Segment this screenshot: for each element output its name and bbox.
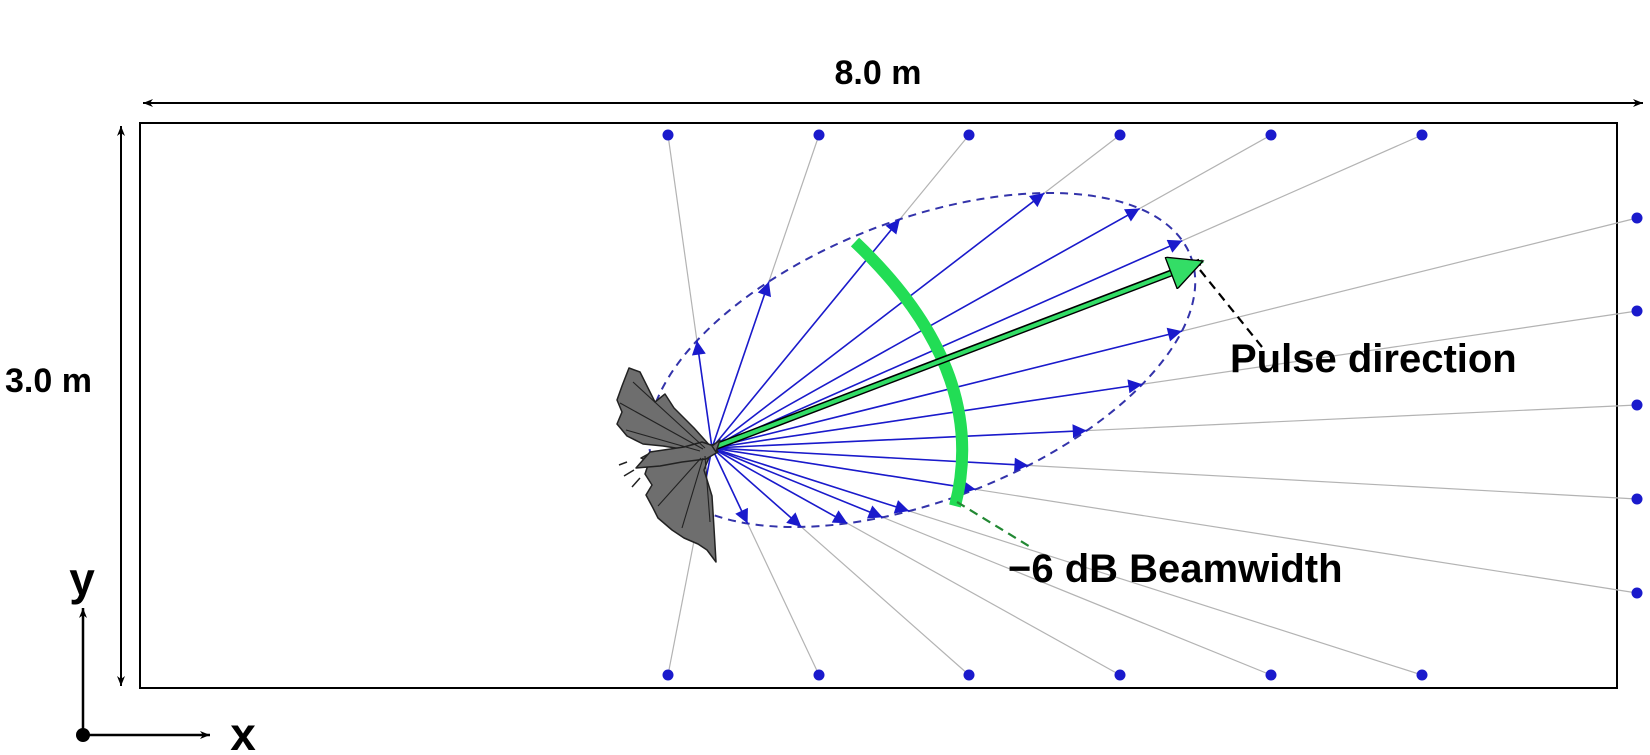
short-ray-group	[691, 192, 1203, 528]
microphone-dot-icon	[1631, 212, 1643, 224]
beam-ray-arrow	[711, 239, 1183, 449]
pulse-direction-label: Pulse direction	[1230, 337, 1517, 381]
bat-ear	[711, 439, 721, 453]
room-outline	[139, 122, 1618, 689]
x-axis-label: x	[230, 708, 256, 750]
long-ray-group	[667, 134, 1638, 676]
microphone-dot-icon	[1416, 669, 1428, 681]
beam-ray-arrow	[711, 447, 802, 528]
beam-ray-arrow	[711, 281, 771, 449]
microphone-dot-icon	[1631, 587, 1643, 599]
coordinate-axes: y x	[69, 553, 256, 755]
microphone-dot-icon	[662, 669, 674, 681]
beam-ray-arrow	[711, 447, 976, 495]
microphone-dot-icon	[1265, 669, 1277, 681]
beamwidth-label: −6 dB Beamwidth	[1008, 547, 1343, 591]
beam-ray-arrow	[711, 327, 1183, 449]
microphone-dot-icon	[813, 669, 825, 681]
pulse-direction-arrow	[711, 261, 1203, 450]
microphone-dot-icon	[813, 129, 825, 141]
bat-silhouette-icon	[616, 367, 721, 563]
axes-origin	[76, 728, 90, 742]
beamwidth-arc	[850, 237, 969, 508]
bat-feet	[618, 461, 641, 488]
microphone-dot-icon	[1416, 129, 1428, 141]
beam-ray-arrow	[711, 447, 749, 524]
height-label: 3.0 m	[5, 362, 92, 400]
microphone-dot-icon	[1631, 305, 1643, 317]
y-axis-label: y	[69, 553, 95, 605]
beam-ray-arrow	[711, 424, 1087, 449]
beamwidth-leader	[956, 501, 1033, 549]
beam-ray-arrow	[711, 447, 910, 514]
microphone-dot-icon	[1631, 493, 1643, 505]
microphone-dot-icon	[1631, 399, 1643, 411]
beam-ray-arrow	[691, 340, 713, 449]
pulse-direction-leader	[1199, 269, 1263, 348]
microphone-dot-icon	[1114, 669, 1126, 681]
microphone-dot-icon	[662, 129, 674, 141]
microphone-group	[662, 129, 1643, 681]
microphone-dot-icon	[1114, 129, 1126, 141]
beam-ray-arrow	[711, 447, 1029, 472]
beam-ray-arrow	[711, 192, 1045, 449]
beam-ray-arrow	[711, 447, 848, 525]
microphone-dot-icon	[963, 669, 975, 681]
microphone-dot-icon	[1265, 129, 1277, 141]
bat-wing-bones	[619, 381, 711, 529]
microphone-dot-icon	[963, 129, 975, 141]
beam-ray-arrow	[711, 379, 1143, 449]
width-label: 8.0 m	[835, 54, 922, 92]
beam-ray-arrow	[711, 447, 883, 519]
